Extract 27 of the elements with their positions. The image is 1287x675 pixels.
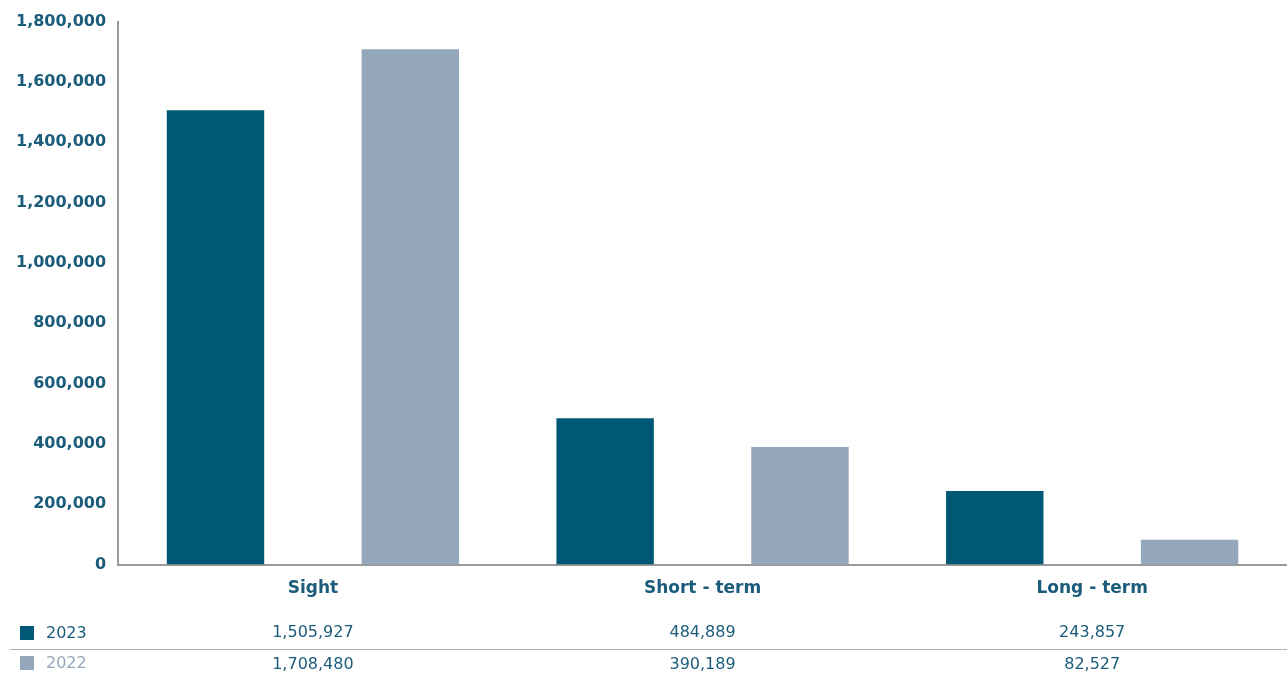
y-tick-label: 800,000	[33, 312, 107, 332]
y-tick-label: 200,000	[33, 493, 107, 513]
data-label: 1,708,480	[272, 654, 354, 674]
legend-label: 2022	[46, 653, 87, 673]
data-label: 243,857	[1059, 622, 1126, 642]
data-label: 82,527	[1064, 654, 1121, 674]
y-tick-label: 0	[94, 553, 107, 573]
y-tick-label: 600,000	[33, 372, 107, 392]
data-label: 484,889	[669, 622, 736, 642]
y-tick-label: 1,400,000	[15, 131, 107, 151]
y-tick-label: 1,000,000	[15, 252, 107, 272]
bar	[361, 49, 460, 565]
data-label: 1,505,927	[272, 622, 354, 642]
legend-label: 2023	[46, 623, 87, 643]
bar	[166, 110, 265, 565]
x-tick-label: Long - term	[1036, 577, 1148, 598]
bar	[556, 418, 654, 565]
x-tick-label: Sight	[287, 577, 339, 598]
bar	[751, 446, 849, 565]
bar	[1140, 539, 1239, 565]
x-tick-label: Short - term	[643, 577, 762, 598]
y-tick-label: 1,200,000	[15, 191, 107, 211]
y-tick-label: 400,000	[33, 433, 107, 453]
y-tick-label: 1,800,000	[15, 10, 107, 30]
data-label: 390,189	[669, 654, 736, 674]
y-tick-label: 1,600,000	[15, 71, 107, 91]
bar	[946, 491, 1044, 565]
